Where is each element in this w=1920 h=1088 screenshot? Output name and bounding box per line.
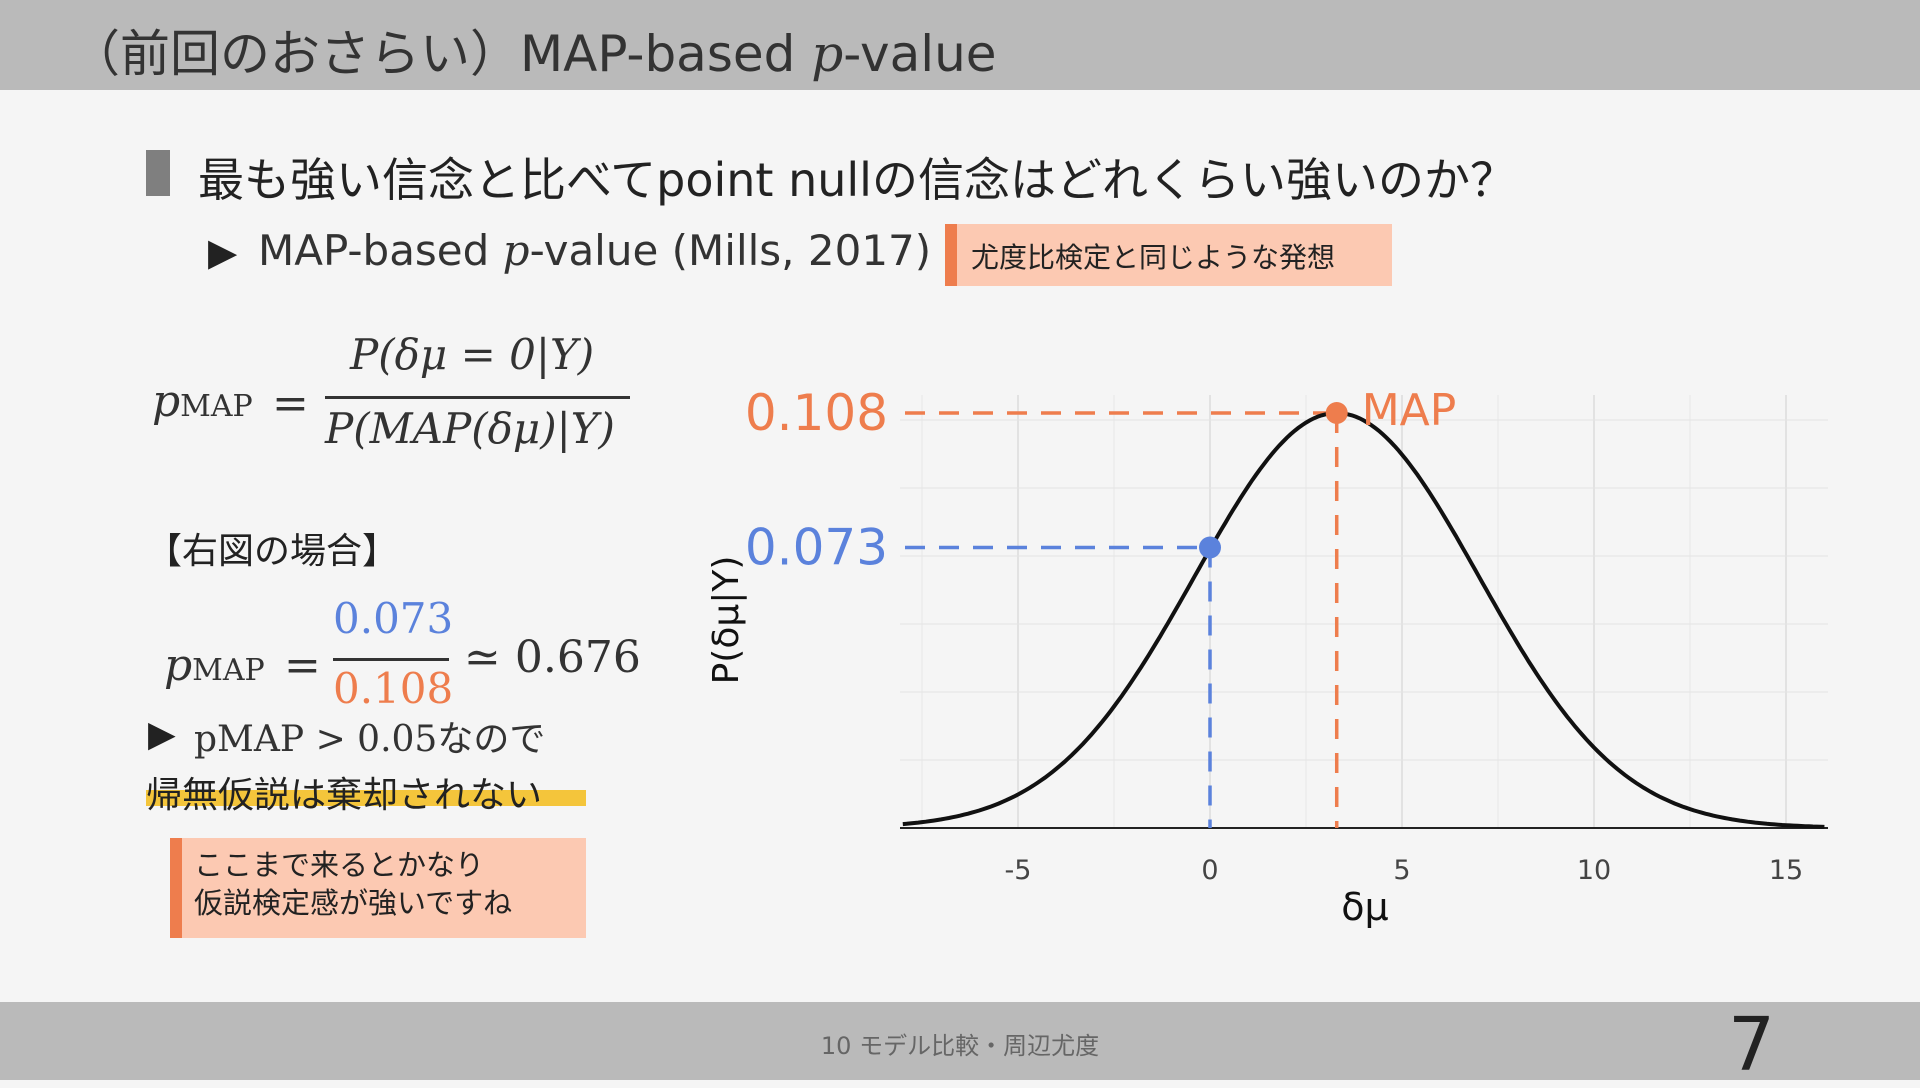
case-label: 【右図の場合】: [146, 531, 399, 572]
lhs-sub: MAP: [180, 389, 253, 424]
data-point: [1325, 402, 1348, 424]
title-italic-p: p: [811, 25, 844, 83]
formula-case-denominator: 0.108: [333, 664, 454, 713]
title-suffix: -value: [843, 25, 997, 83]
slide-title: （前回のおさらい）MAP-based p-value: [70, 14, 997, 86]
callout-likelihood-ratio: 尤度比検定と同じような発想: [945, 224, 1392, 286]
formula-case-approx: ≃ 0.676: [464, 632, 641, 683]
main-heading: 最も強い信念と比べてpoint nullの信念はどれくらい強いのか？: [198, 153, 1516, 207]
subpoint-text: MAP-based p-value (Mills, 2017): [258, 226, 931, 275]
formula-case-eq: =: [284, 640, 321, 691]
subpoint-prefix: MAP-based: [258, 226, 503, 275]
sub-arrow-icon: ▶: [208, 230, 238, 274]
lhs-p: p: [152, 376, 181, 427]
chart-labels: 0.073 0.108 MAP δμ P(δμ|Y): [706, 384, 1456, 929]
case-lhs-sub: MAP: [192, 653, 265, 688]
conclusion-highlight: [146, 790, 586, 806]
x-tick-label: 0: [1201, 855, 1218, 886]
x-axis-label: δμ: [1341, 885, 1388, 929]
case-lhs-p: p: [164, 640, 193, 691]
formula-case-lhs: pMAP: [164, 640, 265, 691]
value-label: 0.108: [745, 384, 888, 442]
data-point: [1199, 536, 1221, 559]
slide-header: （前回のおさらい）MAP-based p-value: [0, 0, 1920, 90]
y-axis-label: P(δμ|Y): [706, 556, 747, 685]
heading-bullet-bar: [146, 150, 170, 196]
result-text: pMAP > 0.05なので: [194, 719, 546, 760]
slide-footer: 10 モデル比較・周辺尤度 7: [0, 1002, 1920, 1088]
formula-case-fraction-line: [333, 658, 449, 661]
footer-text: 10 モデル比較・周辺尤度: [820, 1032, 1100, 1060]
chart-guides: [905, 411, 1339, 828]
callout-bottom-line1: ここまで来るとかなり: [194, 848, 485, 882]
formula-general-denominator: P(MAP(δμ)|Y): [325, 404, 615, 453]
x-tick-label: 15: [1769, 855, 1803, 886]
result-arrow-icon: ▶: [148, 714, 176, 755]
x-tick-label: 5: [1393, 855, 1410, 886]
formula-general-numerator: P(δμ = 0|Y): [350, 330, 595, 379]
formula-general-lhs: pMAP: [152, 376, 253, 427]
callout-bottom-line2: 仮説検定感が強いですね: [194, 886, 513, 920]
callout-hypothesis-test: ここまで来るとかなり 仮説検定感が強いですね: [170, 838, 586, 938]
formula-general-fraction-line: [325, 396, 630, 399]
subpoint-italic-p: p: [502, 226, 530, 275]
chart-points: [1199, 402, 1348, 559]
chart-x-ticks: -5 0 5 10 15: [1005, 855, 1804, 886]
formula-case-numerator: 0.073: [333, 594, 454, 643]
subpoint-suffix: -value (Mills, 2017): [529, 226, 932, 275]
density-curve: [902, 410, 1825, 829]
formula-general-eq: =: [272, 378, 309, 429]
title-prefix: （前回のおさらい）MAP-based: [70, 25, 812, 83]
page-number: 7: [1728, 1002, 1776, 1088]
chart-grid: [900, 395, 1828, 829]
conclusion-text: 帰無仮説は棄却されない: [146, 775, 543, 816]
x-tick-label: 10: [1577, 855, 1611, 886]
x-tick-label: -5: [1005, 855, 1032, 886]
map-label: MAP: [1362, 385, 1457, 436]
value-label: 0.073: [745, 518, 888, 576]
